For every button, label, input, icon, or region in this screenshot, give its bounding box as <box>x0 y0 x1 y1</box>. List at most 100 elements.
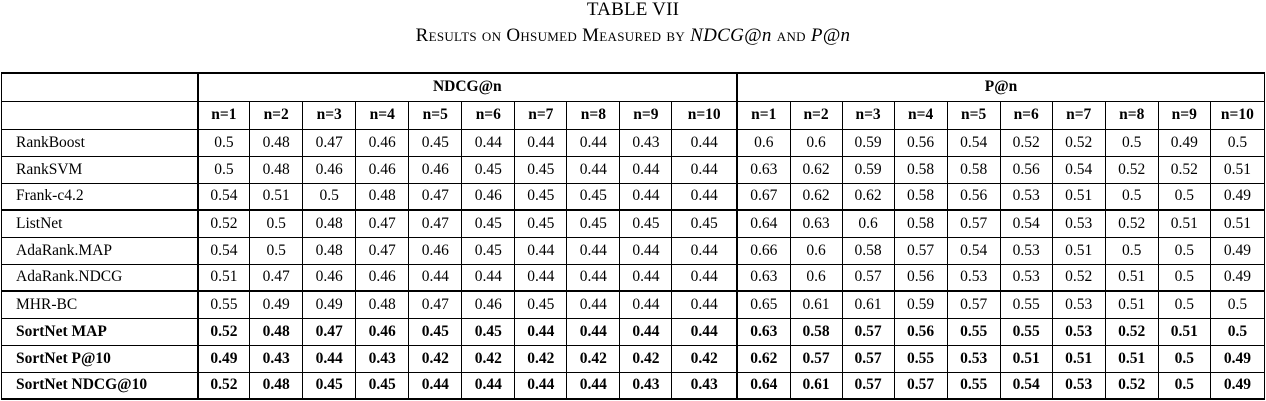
method-name-cell: SortNet MAP <box>0 317 199 346</box>
ndcg-value-cell: 0.44 <box>461 128 516 157</box>
ndcg-value-cell: 0.46 <box>408 155 463 184</box>
column-header-p-7: n=7 <box>1051 100 1106 130</box>
column-header-ndcg-5: n=5 <box>408 100 463 130</box>
p-value-cell: 0.56 <box>999 155 1053 184</box>
p-value-cell: 0.66 <box>735 236 791 265</box>
ndcg-value-cell: 0.44 <box>671 155 739 184</box>
p-value-cell: 0.52 <box>1104 155 1159 184</box>
p-value-cell: 0.53 <box>1051 371 1106 400</box>
p-value-cell: 0.52 <box>1104 371 1159 400</box>
ndcg-value-cell: 0.48 <box>249 155 304 184</box>
p-value-cell: 0.58 <box>893 155 948 184</box>
method-name-cell: AdaRank.MAP <box>0 236 199 265</box>
ndcg-value-cell: 0.44 <box>514 128 568 157</box>
ndcg-value-cell: 0.47 <box>249 263 304 292</box>
p-value-cell: 0.55 <box>999 317 1053 346</box>
table-body: RankBoost 0.5 0.48 0.47 0.46 0.45 0.44 0.44 0.44… <box>0 128 1266 400</box>
p-value-cell: 0.62 <box>789 182 843 211</box>
p-value-cell: 0.65 <box>735 290 791 319</box>
ndcg-value-cell: 0.48 <box>355 182 410 211</box>
column-header-ndcg-4: n=4 <box>355 100 410 130</box>
method-name-cell: RankSVM <box>0 155 199 184</box>
method-name-cell: AdaRank.NDCG <box>0 263 199 292</box>
ndcg-value-cell: 0.46 <box>302 155 357 184</box>
ndcg-value-cell: 0.47 <box>302 317 357 346</box>
ndcg-value-cell: 0.45 <box>671 209 739 238</box>
p-value-cell: 0.55 <box>946 371 1001 400</box>
p-value-cell: 0.52 <box>1104 209 1159 238</box>
ndcg-value-cell: 0.45 <box>461 209 516 238</box>
column-header-ndcg-9: n=9 <box>619 100 673 130</box>
ndcg-value-cell: 0.46 <box>461 182 516 211</box>
ndcg-value-cell: 0.45 <box>408 128 463 157</box>
p-value-cell: 0.67 <box>735 182 791 211</box>
ndcg-value-cell: 0.44 <box>671 236 739 265</box>
p-value-cell: 0.51 <box>1051 236 1106 265</box>
p-value-cell: 0.53 <box>999 236 1053 265</box>
p-value-cell: 0.58 <box>841 236 895 265</box>
ndcg-value-cell: 0.44 <box>514 317 568 346</box>
p-value-cell: 0.54 <box>946 236 1001 265</box>
p-value-cell: 0.49 <box>1209 182 1266 211</box>
ndcg-value-cell: 0.44 <box>566 371 621 400</box>
p-value-cell: 0.56 <box>893 317 948 346</box>
p-value-cell: 0.5 <box>1157 290 1211 319</box>
group-header-p: P@n <box>736 72 1265 102</box>
ndcg-value-cell: 0.44 <box>514 263 568 292</box>
p-value-cell: 0.63 <box>735 317 791 346</box>
p-value-cell: 0.52 <box>1104 317 1159 346</box>
column-header-p-10: n=10 <box>1209 100 1266 130</box>
p-value-cell: 0.53 <box>1051 290 1106 319</box>
ndcg-value-cell: 0.51 <box>196 263 251 292</box>
ndcg-value-cell: 0.43 <box>355 344 410 373</box>
ndcg-value-cell: 0.5 <box>249 236 304 265</box>
ndcg-value-cell: 0.44 <box>619 155 673 184</box>
p-value-cell: 0.49 <box>1157 128 1211 157</box>
p-value-cell: 0.5 <box>1157 344 1211 373</box>
ndcg-value-cell: 0.44 <box>671 317 739 346</box>
p-value-cell: 0.51 <box>1104 290 1159 319</box>
ndcg-value-cell: 0.43 <box>619 371 673 400</box>
ndcg-value-cell: 0.49 <box>249 290 304 319</box>
p-value-cell: 0.52 <box>999 128 1053 157</box>
ndcg-value-cell: 0.45 <box>566 209 621 238</box>
title-connector: and <box>771 25 811 46</box>
p-value-cell: 0.57 <box>841 371 895 400</box>
p-value-cell: 0.62 <box>841 182 895 211</box>
p-value-cell: 0.49 <box>1209 371 1266 400</box>
p-value-cell: 0.54 <box>999 371 1053 400</box>
p-value-cell: 0.63 <box>735 263 791 292</box>
p-value-cell: 0.51 <box>1157 209 1211 238</box>
ndcg-value-cell: 0.44 <box>566 263 621 292</box>
corner-cell <box>0 72 199 102</box>
table-row: RankBoost 0.5 0.48 0.47 0.46 0.45 0.44 0.44 0.44… <box>0 128 1266 157</box>
table-row: Frank-c4.2 0.54 0.51 0.5 0.48 0.47 0.46 0.45 0.4… <box>0 182 1266 211</box>
p-value-cell: 0.51 <box>1209 209 1266 238</box>
p-value-cell: 0.61 <box>789 290 843 319</box>
method-name-cell: SortNet P@10 <box>0 344 199 373</box>
ndcg-value-cell: 0.45 <box>461 236 516 265</box>
ndcg-value-cell: 0.42 <box>461 344 516 373</box>
ndcg-value-cell: 0.44 <box>566 236 621 265</box>
ndcg-value-cell: 0.44 <box>619 317 673 346</box>
column-header-ndcg-8: n=8 <box>566 100 621 130</box>
table-row: ListNet 0.52 0.5 0.48 0.47 0.47 0.45 0.45 0.45 0.… <box>0 209 1266 238</box>
p-value-cell: 0.51 <box>1104 344 1159 373</box>
ndcg-value-cell: 0.44 <box>514 371 568 400</box>
ndcg-value-cell: 0.46 <box>302 263 357 292</box>
p-value-cell: 0.5 <box>1104 236 1159 265</box>
ndcg-value-cell: 0.42 <box>566 344 621 373</box>
ndcg-value-cell: 0.52 <box>196 317 251 346</box>
p-value-cell: 0.6 <box>841 209 895 238</box>
ndcg-value-cell: 0.44 <box>514 236 568 265</box>
p-value-cell: 0.54 <box>946 128 1001 157</box>
p-value-cell: 0.64 <box>735 371 791 400</box>
ndcg-value-cell: 0.5 <box>196 155 251 184</box>
group-header-ndcg: NDCG@n <box>196 72 739 102</box>
ndcg-value-cell: 0.46 <box>355 128 410 157</box>
ndcg-value-cell: 0.45 <box>355 371 410 400</box>
p-value-cell: 0.51 <box>1051 182 1106 211</box>
p-value-cell: 0.51 <box>1104 263 1159 292</box>
method-name-cell: ListNet <box>0 209 199 238</box>
ndcg-value-cell: 0.44 <box>619 263 673 292</box>
